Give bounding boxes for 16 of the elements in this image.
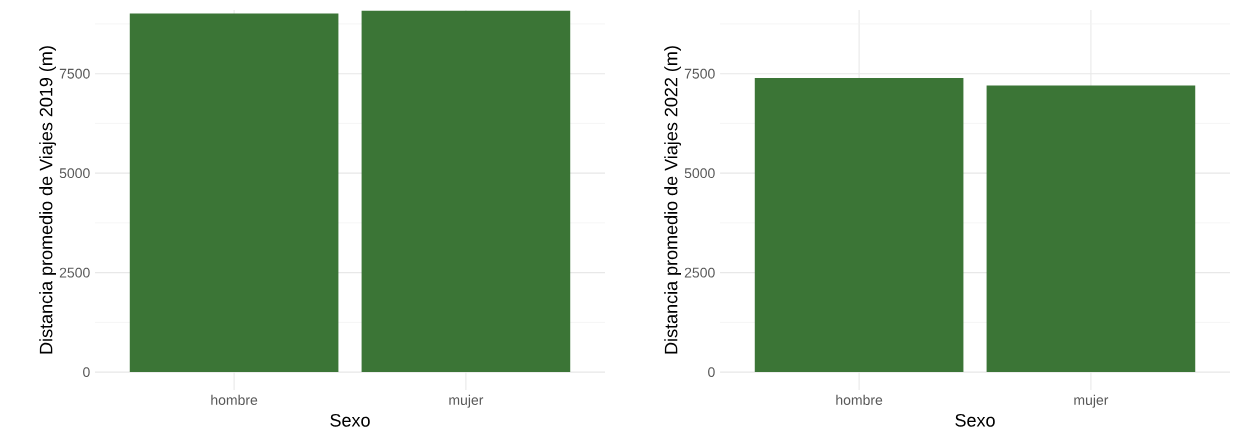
x-tick-label: mujer bbox=[1074, 394, 1109, 408]
y-tick-label: 5000 bbox=[684, 168, 715, 179]
x-tick-label: hombre bbox=[836, 394, 883, 405]
x-tick-label: hombre bbox=[211, 394, 258, 405]
y-tick-label: 0 bbox=[83, 367, 90, 378]
x-axis-title: Sexo bbox=[330, 413, 370, 427]
x-tick-label: mujer bbox=[449, 394, 484, 408]
y-tick-label: 5000 bbox=[59, 168, 90, 179]
y-tick-label: 0 bbox=[708, 367, 715, 378]
y-axis-title: Distancia promedio de Viajes 2022 (m) bbox=[664, 46, 681, 354]
x-axis-title: Sexo bbox=[955, 413, 995, 427]
y-axis-title: Distancia promedio de Viajes 2019 (m) bbox=[39, 46, 56, 354]
y-tick-label: 2500 bbox=[59, 267, 90, 278]
y-tick-label: 7500 bbox=[59, 68, 90, 79]
y-tick-label: 2500 bbox=[684, 267, 715, 278]
y-tick-label: 7500 bbox=[684, 68, 715, 79]
